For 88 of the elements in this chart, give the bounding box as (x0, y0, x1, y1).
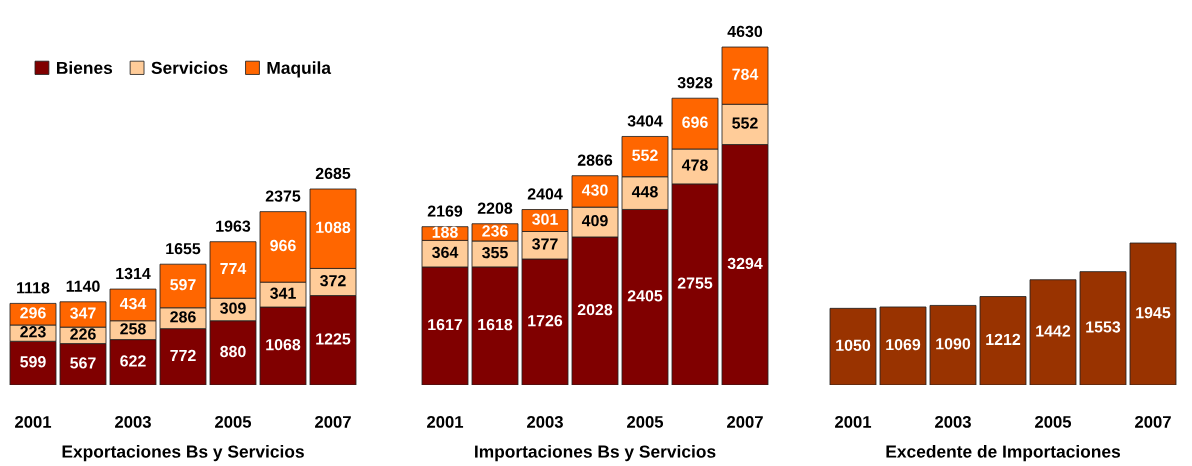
data-label: 622 (120, 355, 146, 367)
data-label: 552 (732, 117, 758, 129)
total-label: 2208 (477, 202, 513, 214)
data-label: 1050 (836, 339, 871, 351)
data-label: 552 (632, 149, 658, 161)
data-label: 774 (220, 263, 247, 275)
data-label: 188 (432, 226, 458, 238)
data-label: 309 (220, 302, 246, 314)
data-label: 448 (631, 186, 658, 198)
data-label: 1090 (936, 338, 971, 350)
data-label: 966 (270, 239, 296, 252)
data-label: 434 (119, 297, 147, 310)
x-tick-label: 2007 (727, 416, 763, 428)
data-label: 772 (170, 349, 196, 361)
total-label: 2685 (315, 167, 351, 180)
data-label: 1068 (266, 339, 301, 351)
bar (979, 296, 1027, 385)
total-label: 1140 (66, 280, 100, 292)
data-label: 599 (20, 356, 46, 368)
x-tick-label: 2005 (1035, 416, 1072, 428)
bar (879, 306, 927, 385)
data-label: 1945 (1136, 306, 1171, 319)
data-label: 2755 (677, 277, 713, 289)
x-tick-label: 2005 (215, 416, 252, 428)
x-tick-label: 2003 (527, 416, 563, 428)
data-label: 301 (532, 213, 558, 225)
total-label: 2375 (265, 190, 301, 202)
total-label: 1963 (216, 220, 251, 232)
data-label: 364 (432, 246, 459, 258)
x-tick-label: 2001 (835, 416, 872, 428)
data-label: 1212 (986, 333, 1021, 345)
data-label: 2028 (577, 303, 613, 316)
data-label: 784 (732, 68, 759, 80)
x-tick-label: 2001 (15, 416, 52, 428)
data-label: 223 (20, 326, 46, 338)
data-label: 696 (682, 116, 708, 128)
data-label: 1069 (886, 338, 921, 351)
x-axis-title: Importaciones Bs y Servicios (475, 444, 716, 462)
bar (1079, 271, 1127, 385)
x-axis-title: Excedente de Importaciones (886, 444, 1121, 462)
data-label: 1553 (1086, 321, 1121, 333)
data-label: 1225 (316, 333, 351, 345)
x-tick-label: 2007 (315, 416, 351, 428)
data-label: 1618 (478, 318, 513, 331)
legend-label: Servicios (151, 61, 228, 75)
data-label: 341 (270, 287, 296, 299)
total-label: 4630 (727, 25, 763, 38)
data-label: 880 (220, 345, 246, 358)
x-tick-label: 2003 (935, 416, 971, 428)
data-label: 296 (20, 307, 46, 319)
data-label: 377 (532, 238, 558, 250)
data-label: 3294 (727, 257, 763, 270)
data-label: 355 (482, 246, 508, 259)
data-label: 478 (681, 159, 708, 171)
data-label: 2405 (627, 290, 663, 302)
total-label: 1118 (17, 282, 50, 294)
x-axis-title: Exportaciones Bs y Servicios (62, 444, 304, 462)
data-label: 226 (70, 328, 96, 340)
x-tick-label: 2005 (627, 416, 664, 428)
data-label: 286 (170, 311, 196, 323)
x-tick-label: 2003 (115, 416, 151, 428)
total-label: 3404 (627, 115, 663, 127)
x-tick-label: 2007 (1135, 416, 1171, 428)
bar (829, 307, 877, 385)
data-label: 258 (120, 323, 146, 335)
data-label: 1088 (316, 221, 351, 234)
data-label: 1442 (1036, 325, 1071, 337)
total-label: 2169 (427, 205, 463, 217)
x-tick-label: 2001 (427, 416, 464, 428)
bar (1129, 242, 1177, 385)
legend-label: Bienes (57, 61, 113, 75)
total-label: 2866 (577, 154, 613, 166)
data-label: 347 (70, 307, 96, 319)
bar (929, 305, 977, 385)
data-label: 567 (70, 357, 96, 369)
data-label: 430 (581, 184, 608, 196)
total-label: 3928 (677, 76, 713, 89)
total-label: 2404 (527, 188, 563, 200)
data-label: 409 (581, 215, 608, 227)
data-label: 1726 (528, 314, 563, 327)
data-label: 597 (170, 278, 196, 291)
bar (1029, 279, 1077, 385)
total-label: 1655 (166, 242, 201, 255)
data-label: 372 (320, 274, 346, 287)
total-label: 1314 (116, 267, 151, 280)
legend-label: Maquila (267, 61, 332, 78)
data-label: 236 (482, 225, 508, 237)
data-label: 1617 (428, 318, 463, 331)
